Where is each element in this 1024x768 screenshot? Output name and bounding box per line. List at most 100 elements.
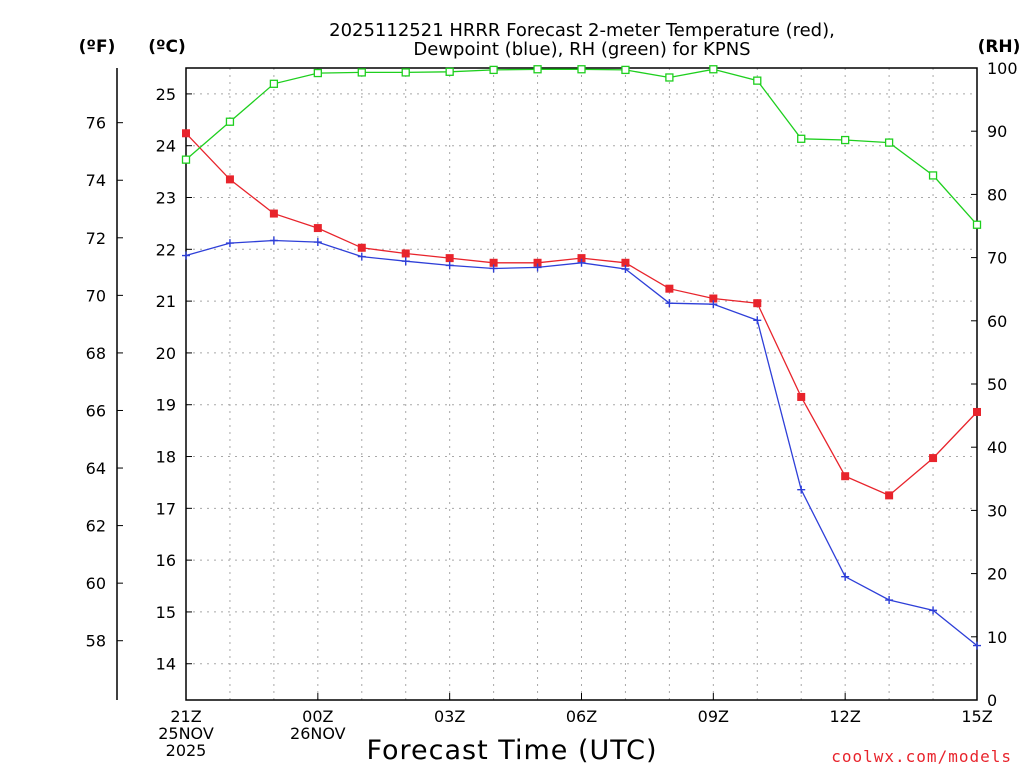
fahrenheit-tick-label: 66 — [86, 401, 106, 420]
celsius-tick-label: 18 — [156, 448, 176, 467]
temperature-point — [929, 454, 938, 463]
fahrenheit-tick-label: 72 — [86, 229, 106, 248]
temperature-point — [973, 407, 981, 416]
rh-tick-label: 80 — [987, 185, 1007, 204]
x-tick-label: 12Z — [830, 707, 861, 726]
rh-point — [753, 76, 762, 85]
dewpoint-point — [225, 239, 234, 248]
rh-point — [884, 138, 894, 147]
temperature-point — [357, 243, 366, 252]
rh-point — [577, 65, 586, 74]
rh-point — [533, 65, 542, 74]
celsius-unit-label: (ºC) — [148, 37, 186, 57]
fahrenheit-tick-label: 70 — [86, 286, 106, 305]
celsius-tick-label: 25 — [156, 85, 176, 104]
fahrenheit-tick-label: 60 — [86, 574, 106, 593]
data-series — [181, 65, 982, 650]
temperature-point — [797, 392, 806, 401]
temperature-point — [269, 209, 278, 218]
chart-title-line1: 2025112521 HRRR Forecast 2-meter Tempera… — [329, 20, 835, 41]
dewpoint-point — [489, 264, 498, 273]
temperature-point — [445, 254, 454, 263]
temperature-point — [665, 284, 674, 293]
x-tick-label: 2025 — [166, 741, 207, 760]
rh-point — [269, 79, 279, 88]
rh-point — [665, 73, 674, 82]
rh-tick-label: 60 — [987, 312, 1007, 331]
celsius-tick-label: 21 — [156, 292, 176, 311]
temperature-point — [709, 294, 718, 303]
x-tick-label: 21Z — [170, 707, 201, 726]
fahrenheit-tick-label: 68 — [86, 344, 106, 363]
temperature-point — [885, 491, 894, 500]
dewpoint-point — [841, 572, 850, 581]
dewpoint-point — [709, 300, 718, 309]
x-tick-label: 00Z — [302, 707, 333, 726]
celsius-tick-label: 23 — [156, 189, 176, 208]
fahrenheit-tick-label: 58 — [86, 632, 106, 651]
dewpoint-point — [357, 252, 366, 261]
x-tick-label: 25NOV — [158, 724, 214, 743]
axes — [116, 67, 978, 701]
rh-point — [181, 155, 191, 164]
dewpoint-point — [401, 257, 410, 266]
rh-tick-label: 0 — [987, 691, 997, 710]
temperature-point — [489, 258, 498, 267]
dewpoint-point — [269, 236, 278, 245]
rh-point — [928, 171, 938, 180]
chart-title-line2: Dewpoint (blue), RH (green) for KPNS — [413, 39, 750, 60]
dewpoint-point — [929, 606, 938, 615]
dewpoint-point — [445, 261, 454, 270]
x-tick-label: 15Z — [961, 707, 992, 726]
temperature-point — [533, 258, 542, 267]
rh-point — [621, 65, 630, 75]
rh-point — [709, 65, 718, 74]
dewpoint-point — [665, 299, 674, 308]
dewpoint-point — [577, 258, 586, 267]
rh-point — [797, 134, 806, 143]
x-axis-title: Forecast Time (UTC) — [366, 735, 657, 766]
dewpoint-point — [313, 238, 322, 247]
temperature-point — [841, 472, 850, 481]
temperature-point — [753, 299, 762, 308]
rh-tick-label: 100 — [987, 59, 1018, 78]
dewpoint-point — [753, 316, 762, 325]
rh-tick-label: 70 — [987, 249, 1007, 268]
celsius-tick-label: 16 — [156, 551, 176, 570]
rh-point — [225, 117, 235, 126]
rh-tick-label: 30 — [987, 501, 1007, 520]
credit-link[interactable]: coolwx.com/models — [831, 747, 1012, 766]
fahrenheit-unit-label: (ºF) — [79, 37, 116, 57]
series-dewpoint — [182, 236, 981, 650]
rh-point — [972, 220, 982, 229]
rh-point — [445, 67, 454, 76]
rh-tick-label: 50 — [987, 375, 1007, 394]
rh-tick-label: 90 — [987, 122, 1007, 141]
series-rh — [181, 65, 982, 229]
rh-tick-label: 40 — [987, 438, 1007, 457]
celsius-tick-label: 20 — [156, 344, 176, 363]
dewpoint-point — [182, 251, 190, 260]
celsius-tick-label: 15 — [156, 603, 176, 622]
temperature-point — [225, 175, 234, 184]
celsius-tick-label: 14 — [156, 655, 176, 674]
temperature-point — [182, 129, 190, 138]
dewpoint-point — [885, 596, 894, 605]
rh-point — [489, 65, 498, 75]
rh-point — [357, 68, 366, 77]
fahrenheit-tick-label: 76 — [86, 114, 106, 133]
dewpoint-point — [797, 485, 806, 494]
temperature-point — [577, 254, 586, 263]
celsius-tick-label: 17 — [156, 499, 176, 518]
celsius-tick-label: 19 — [156, 396, 176, 415]
fahrenheit-tick-label: 64 — [86, 459, 106, 478]
rh-tick-label: 20 — [987, 565, 1007, 584]
rh-unit-label: (RH) — [978, 37, 1021, 57]
rh-tick-label: 10 — [987, 628, 1007, 647]
rh-point — [401, 68, 410, 77]
x-tick-label: 06Z — [566, 707, 597, 726]
dewpoint-point — [973, 641, 981, 650]
temperature-point — [313, 224, 322, 233]
celsius-tick-label: 24 — [156, 137, 176, 156]
